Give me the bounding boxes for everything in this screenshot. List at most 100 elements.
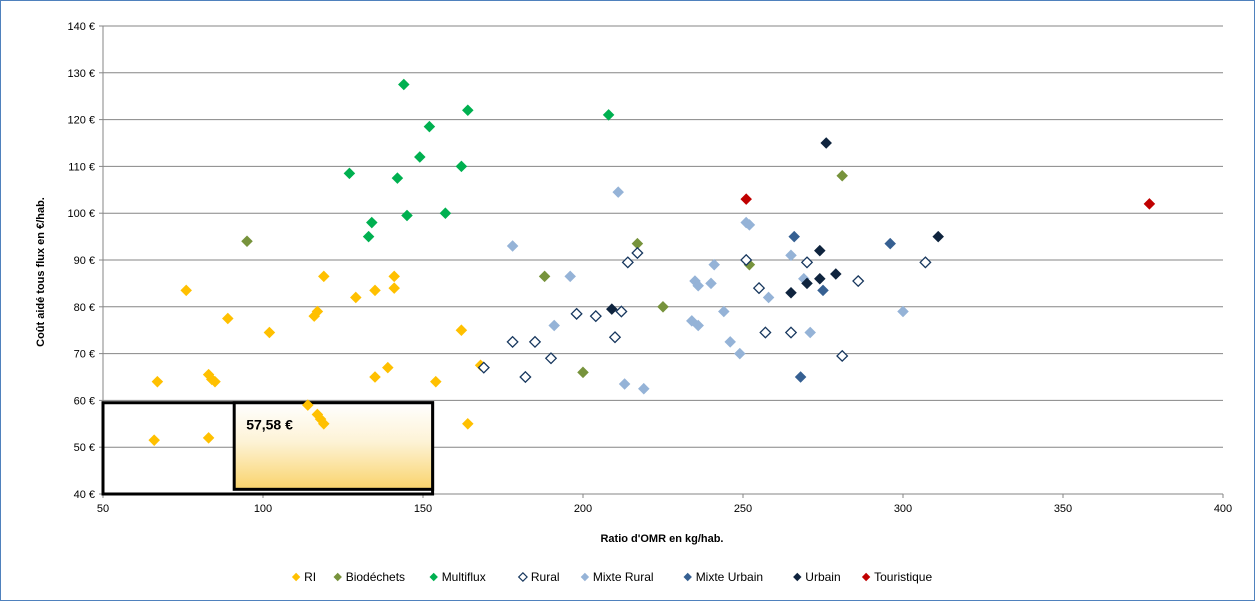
point-multiflux — [391, 172, 404, 184]
point-biodechets — [538, 270, 551, 283]
point-rural — [608, 331, 622, 344]
point-rural — [528, 335, 542, 349]
point-ri — [462, 418, 474, 430]
point-multiflux — [602, 109, 615, 121]
point-rural — [740, 253, 753, 267]
point-mixte-rural — [718, 305, 730, 318]
x-tick-label: 150 — [414, 503, 432, 515]
point-ri — [318, 270, 330, 283]
x-axis-title: Ratio d'OMR en kg/hab. — [600, 533, 723, 545]
point-ri — [388, 270, 400, 283]
point-ri — [430, 375, 442, 388]
point-rural — [615, 305, 628, 318]
point-multiflux — [366, 216, 378, 229]
point-mixte-rural — [762, 291, 775, 304]
legend-label-urbain: Urbain — [805, 570, 840, 584]
point-urbain — [785, 286, 797, 299]
point-rural — [752, 281, 766, 295]
point-ri — [202, 432, 215, 444]
point-ri — [388, 282, 400, 294]
point-rural — [784, 326, 798, 339]
point-rural — [621, 256, 634, 269]
point-urbain — [830, 268, 842, 280]
point-mixte-rural — [724, 336, 736, 348]
point-multiflux — [362, 230, 375, 243]
point-ri — [382, 361, 394, 374]
point-ri — [148, 434, 160, 446]
legend-marker-touristique — [861, 572, 871, 582]
legend-marker-mixte-urbain — [683, 572, 692, 582]
point-mixte-rural — [638, 382, 650, 395]
annotation-box-2 — [232, 401, 435, 491]
point-mixte-rural — [734, 347, 746, 360]
point-mixte-rural — [804, 326, 816, 339]
point-biodechets — [836, 169, 848, 182]
legend-marker-ri — [291, 572, 301, 582]
point-biodechets — [657, 301, 669, 313]
point-mixte-rural — [686, 315, 698, 327]
point-rural — [836, 349, 849, 363]
point-rural — [631, 246, 644, 260]
axes: 40 € 50 € 60 € 70 € 80 € 90 € 100 € 110 € 120 € 1… — [67, 21, 1232, 515]
point-multiflux — [401, 209, 413, 222]
point-mixte-rural — [506, 240, 519, 252]
point-urbain — [801, 277, 813, 290]
y-tick-label: 100 € — [67, 208, 95, 220]
point-ri — [350, 291, 362, 304]
point-multiflux — [462, 104, 474, 117]
point-mixte-rural — [612, 186, 624, 198]
point-mixte-urbain — [884, 237, 896, 250]
legend-label-mixte-rural: Mixte Rural — [593, 570, 654, 584]
point-mixte-rural — [548, 319, 560, 332]
annotation-label: 57,58 € — [246, 417, 293, 433]
point-ri — [263, 326, 276, 339]
point-ri — [455, 324, 468, 336]
point-ri — [209, 375, 221, 388]
point-mixte-urbain — [794, 371, 807, 383]
point-mixte-rural — [785, 249, 797, 262]
point-ri — [180, 284, 192, 297]
point-multiflux — [455, 160, 468, 173]
data-points — [148, 78, 1156, 446]
x-tick-label: 350 — [1054, 503, 1072, 515]
legend-label-touristique: Touristique — [874, 570, 932, 584]
point-mixte-urbain — [817, 284, 829, 297]
legend: RI Biodéchets Multiflux Rural Mixte Rural Mix… — [291, 570, 932, 584]
x-tick-label: 100 — [254, 503, 272, 515]
y-tick-label: 80 € — [74, 302, 95, 314]
legend-marker-biodechets — [333, 572, 342, 582]
point-rural — [570, 307, 583, 320]
y-tick-label: 130 € — [67, 68, 95, 80]
point-mixte-rural — [618, 378, 631, 390]
point-mixte-rural — [564, 270, 576, 283]
y-tick-label: 50 € — [74, 442, 95, 454]
point-rural — [759, 326, 772, 339]
y-tick-label: 40 € — [74, 489, 95, 501]
point-rural — [544, 352, 558, 365]
point-rural — [852, 274, 865, 288]
point-mixte-rural — [743, 219, 756, 231]
legend-marker-multiflux — [429, 572, 438, 582]
legend-label-ri: RI — [304, 570, 316, 584]
x-tick-label: 300 — [894, 503, 912, 515]
point-urbain — [820, 137, 832, 149]
annotations: 57,58 € — [101, 401, 435, 496]
point-rural — [506, 335, 519, 349]
point-rural — [477, 361, 490, 374]
legend-label-mixte-urbain: Mixte Urbain — [696, 570, 763, 584]
legend-label-multiflux: Multiflux — [442, 570, 486, 584]
point-multiflux — [439, 207, 452, 219]
gridlines — [103, 25, 1223, 448]
legend-marker-urbain — [793, 572, 802, 582]
point-mixte-rural — [708, 258, 720, 271]
legend-label-rural: Rural — [531, 570, 560, 584]
legend-marker-rural — [517, 571, 528, 583]
point-mixte-urbain — [788, 230, 800, 243]
point-multiflux — [398, 78, 410, 91]
point-touristique — [1143, 198, 1156, 210]
point-ri — [222, 312, 234, 325]
x-tick-label: 50 — [97, 503, 109, 515]
point-mixte-rural — [897, 305, 909, 318]
